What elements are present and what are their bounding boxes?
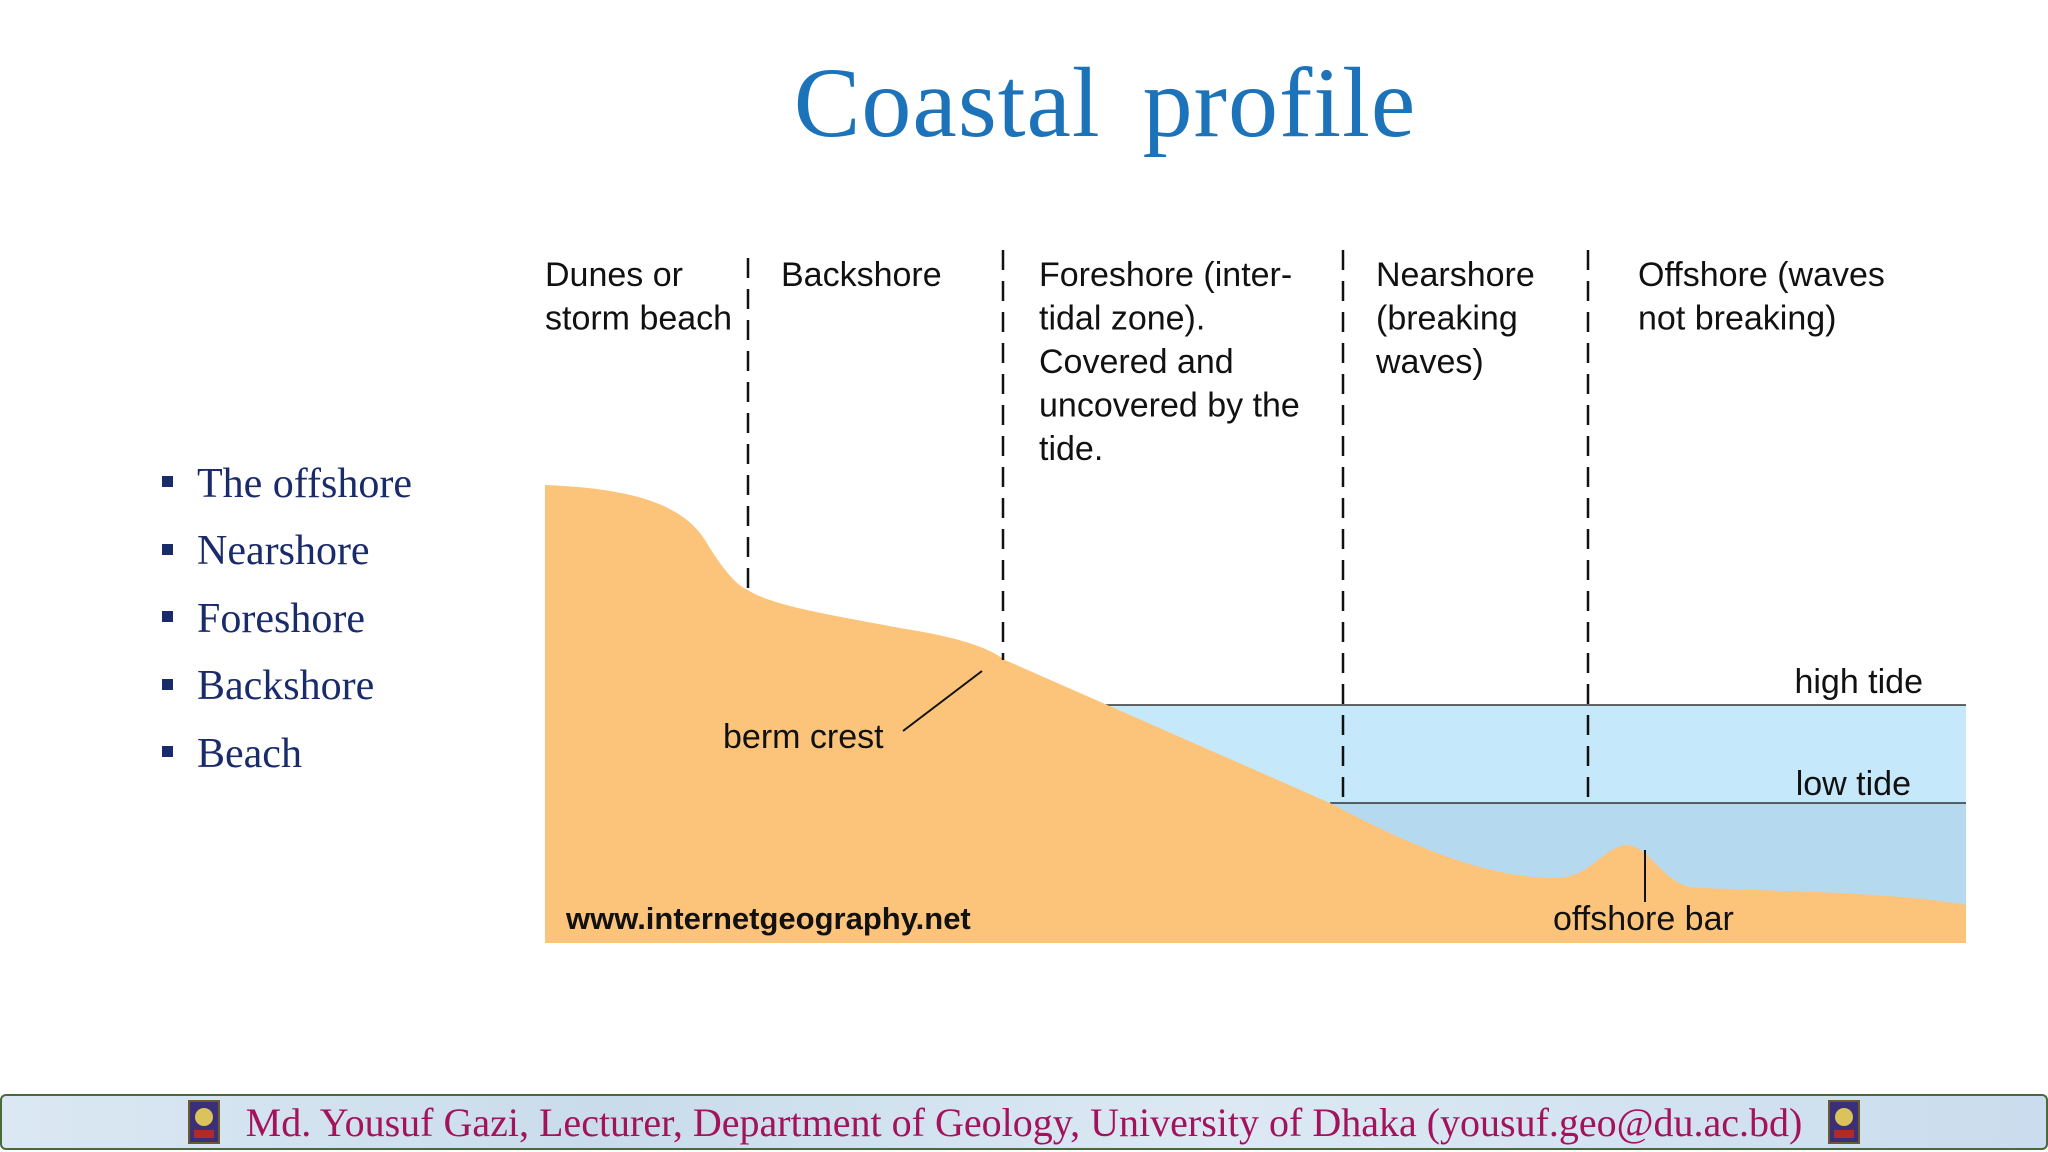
source-credit: www.internetgeography.net [565, 901, 971, 936]
square-bullet-icon [162, 543, 173, 555]
bullet-item: Nearshore [162, 518, 412, 586]
bullet-text: Foreshore [197, 595, 365, 642]
zone-label-foreshore: Foreshore (inter- tidal zone). Covered a… [1039, 256, 1309, 468]
bullet-item: The offshore [162, 450, 412, 518]
high-tide-label: high tide [1794, 663, 1923, 701]
bullet-text: The offshore [197, 460, 412, 507]
university-crest-icon [187, 1100, 220, 1144]
square-bullet-icon [162, 476, 173, 488]
square-bullet-icon [162, 678, 173, 690]
bullet-item: Foreshore [162, 585, 412, 653]
bullet-text: Beach [197, 730, 302, 777]
footer-text: Md. Yousuf Gazi, Lecturer, Department of… [245, 1099, 1803, 1145]
zone-label-dunes: Dunes or storm beach [545, 256, 732, 338]
square-bullet-icon [162, 611, 173, 623]
bullet-text: Backshore [197, 663, 375, 710]
land-profile [545, 485, 1966, 943]
zone-label-offshore: Offshore (waves not breaking) [1638, 256, 1894, 338]
slide-title: Coastal profile [793, 47, 1417, 158]
bullet-item: Backshore [162, 653, 412, 721]
zone-label-backshore: Backshore [781, 256, 942, 294]
bullet-list: The offshore Nearshore Foreshore Backsho… [162, 450, 412, 788]
footer-bar: Md. Yousuf Gazi, Lecturer, Department of… [0, 1094, 2048, 1150]
bullet-text: Nearshore [197, 528, 370, 575]
bullet-item: Beach [162, 720, 412, 788]
square-bullet-icon [162, 746, 173, 758]
berm-crest-label: berm crest [723, 718, 884, 756]
zone-label-nearshore: Nearshore (breaking waves) [1375, 256, 1544, 381]
low-tide-label: low tide [1796, 765, 1911, 803]
university-crest-icon [1828, 1100, 1861, 1144]
offshore-bar-label: offshore bar [1553, 900, 1734, 938]
berm-crest-pointer [902, 670, 983, 732]
